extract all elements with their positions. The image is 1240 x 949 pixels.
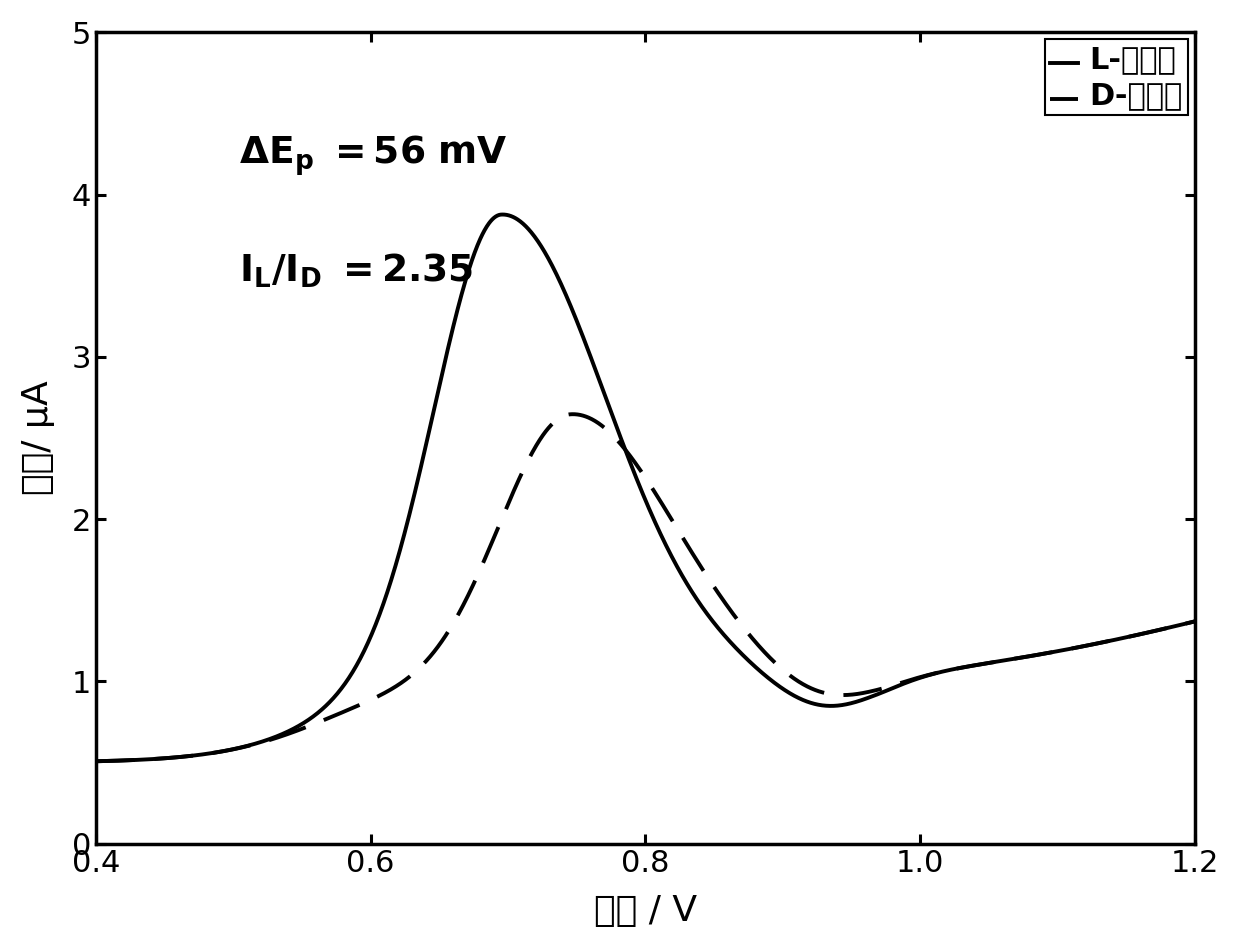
X-axis label: 电位 / V: 电位 / V (594, 894, 697, 928)
Text: $\mathbf{I_L/I_D}$ $\mathbf{= 2.35}$: $\mathbf{I_L/I_D}$ $\mathbf{= 2.35}$ (239, 251, 472, 289)
Legend: L-酰氨酸, D-酰氨酸: L-酰氨酸, D-酰氨酸 (1045, 39, 1188, 116)
Text: $\mathbf{\Delta E_p}$ $\mathbf{= 56\ mV}$: $\mathbf{\Delta E_p}$ $\mathbf{= 56\ mV}… (239, 134, 507, 178)
Y-axis label: 电流/ μA: 电流/ μA (21, 381, 55, 495)
